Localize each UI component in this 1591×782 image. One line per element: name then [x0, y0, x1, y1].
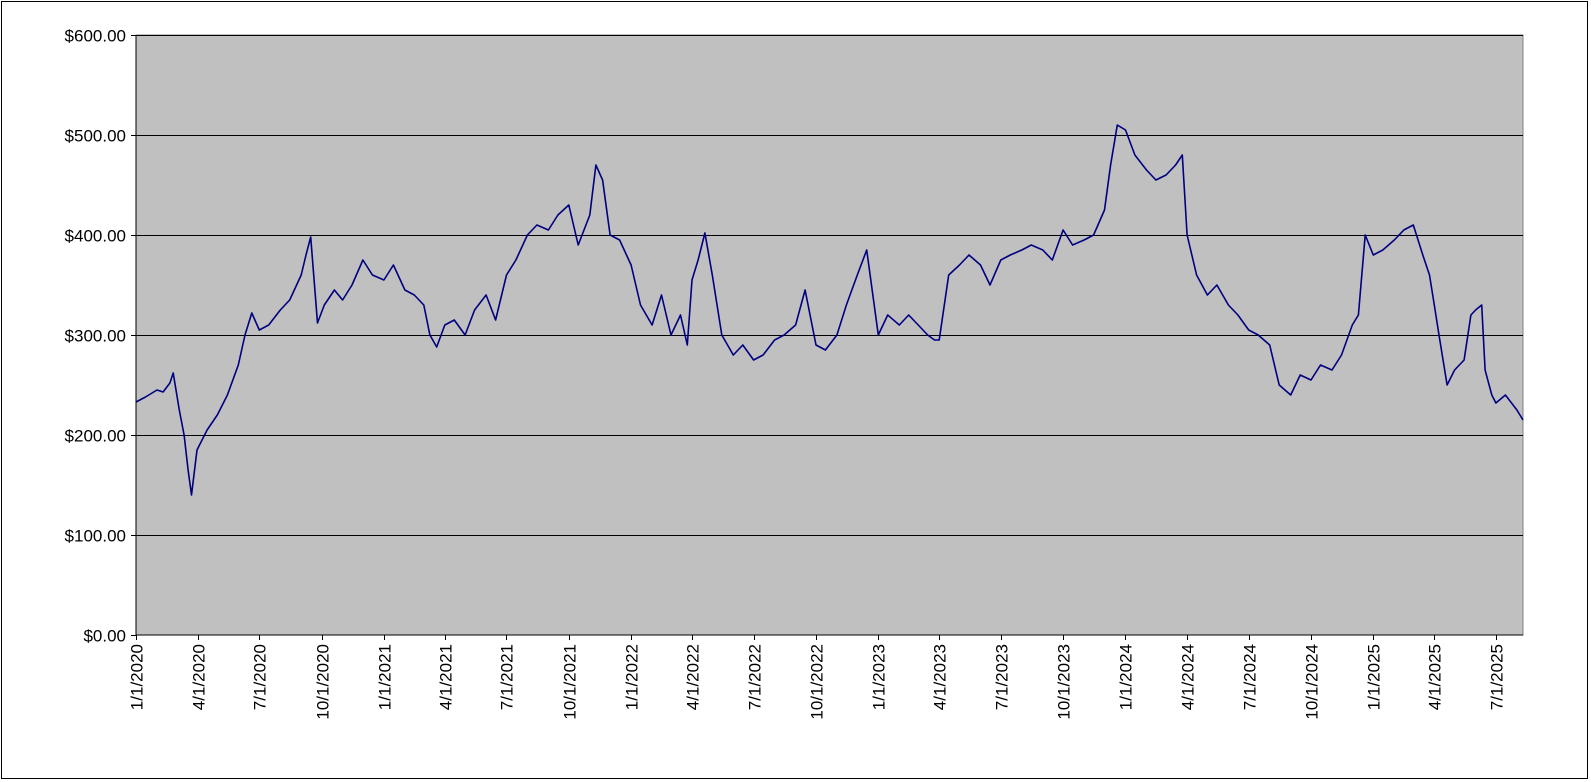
x-tick-label: 10/1/2022 — [808, 644, 827, 720]
x-tick-label: 7/1/2024 — [1241, 644, 1260, 710]
y-tick-label: $400.00 — [65, 227, 126, 246]
x-tick-label: 4/1/2021 — [437, 644, 456, 710]
x-tick-label: 7/1/2021 — [498, 644, 517, 710]
x-tick-label: 10/1/2020 — [314, 644, 333, 720]
x-tick-label: 7/1/2020 — [251, 644, 270, 710]
y-axis-ticks: $0.00 $100.00 $200.00 $300.00 $400.00 $500.00… — [65, 27, 136, 646]
grid-lines — [136, 35, 1523, 536]
x-tick-label: 4/1/2023 — [931, 644, 950, 710]
x-tick-label: 4/1/2025 — [1426, 644, 1445, 710]
y-tick-label: $100.00 — [65, 527, 126, 546]
y-tick-label: $600.00 — [65, 27, 126, 46]
x-tick-label: 4/1/2024 — [1179, 644, 1198, 710]
x-tick-label: 1/1/2025 — [1365, 644, 1384, 710]
x-tick-label: 1/1/2024 — [1117, 644, 1136, 710]
y-tick-label: $200.00 — [65, 427, 126, 446]
x-tick-label: 1/1/2022 — [623, 644, 642, 710]
y-tick-label: $300.00 — [65, 327, 126, 346]
x-tick-label: 4/1/2022 — [684, 644, 703, 710]
x-tick-label: 1/1/2020 — [128, 644, 147, 710]
x-tick-label: 4/1/2020 — [190, 644, 209, 710]
x-tick-label: 7/1/2023 — [993, 644, 1012, 710]
x-tick-label: 1/1/2021 — [376, 644, 395, 710]
x-axis-ticks: 1/1/2020 4/1/2020 7/1/2020 10/1/2020 1/1/202… — [128, 635, 1507, 720]
series-line — [135, 124, 1524, 496]
x-tick-label: 7/1/2025 — [1488, 644, 1507, 710]
x-tick-label: 7/1/2022 — [746, 644, 765, 710]
x-tick-label: 10/1/2021 — [561, 644, 580, 720]
y-tick-label: $0.00 — [83, 627, 126, 646]
x-tick-label: 1/1/2023 — [870, 644, 889, 710]
y-tick-label: $500.00 — [65, 127, 126, 146]
x-tick-label: 10/1/2023 — [1055, 644, 1074, 720]
x-tick-label: 10/1/2024 — [1303, 644, 1322, 720]
